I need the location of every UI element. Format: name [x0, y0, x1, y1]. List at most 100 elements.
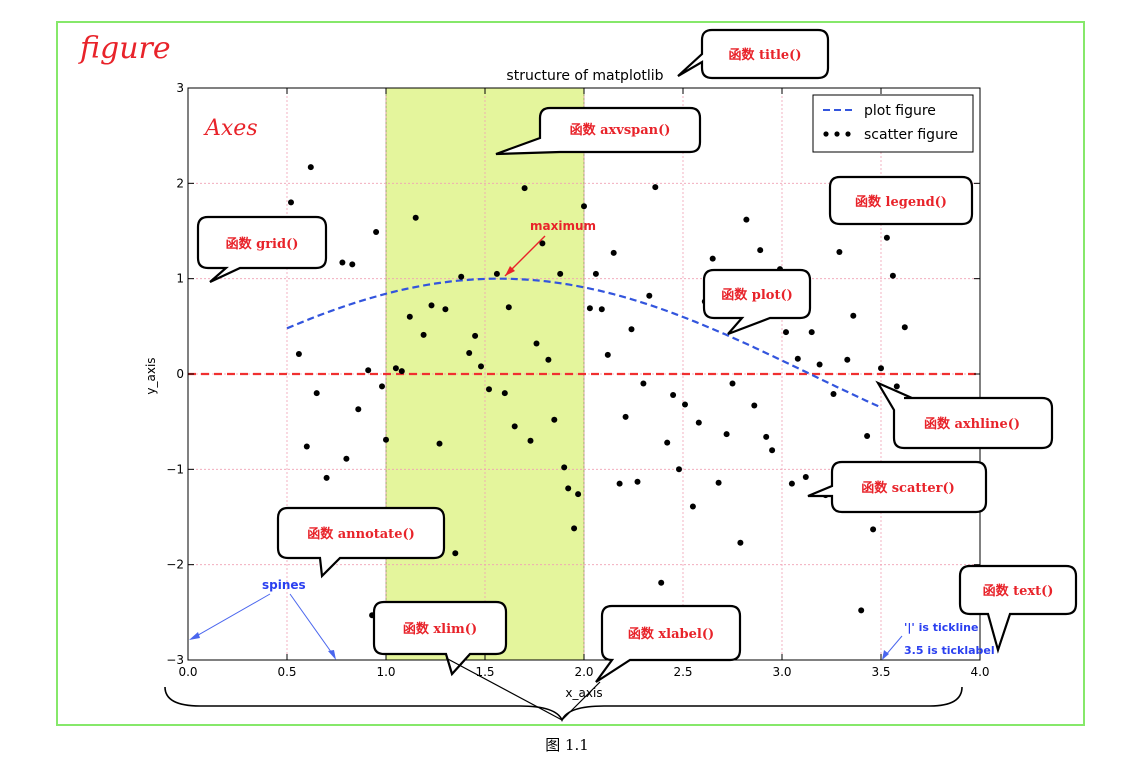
callout-axhline: 函数 axhline()	[875, 380, 1054, 450]
scatter-point	[339, 259, 346, 266]
scatter-point	[472, 332, 479, 339]
x-tick-label: 4.0	[970, 665, 989, 679]
scatter-point	[723, 431, 730, 438]
brace-pointer-xlabel	[561, 681, 601, 721]
scatter-point	[521, 185, 528, 192]
callout-text: 函数 grid()	[226, 236, 299, 252]
spines-arrowhead-left	[189, 632, 200, 640]
callout-text: 函数 xlim()	[403, 621, 477, 637]
scatter-point	[604, 351, 611, 358]
callout-bubble	[828, 175, 974, 226]
y-tick-label: −3	[166, 653, 184, 667]
callout-text: 函数 legend()	[855, 194, 947, 210]
y-axis-label: y_axis	[144, 357, 158, 394]
brace-pointer-xlim	[445, 657, 563, 721]
x-tick-label: 3.5	[871, 665, 890, 679]
scatter-point	[652, 184, 659, 191]
callout-text: 函数 title()	[729, 47, 802, 63]
scatter-point	[883, 234, 890, 241]
x-tick-label: 2.0	[574, 665, 593, 679]
callout-text: 函数 axvspan()	[570, 122, 671, 138]
scatter-point	[442, 306, 449, 313]
figure-label: figure	[78, 31, 171, 66]
y-tick-label: 2	[176, 176, 184, 190]
scatter-point	[365, 367, 372, 374]
scatter-point	[709, 255, 716, 262]
scatter-point	[466, 350, 473, 356]
callout-bubble	[958, 564, 1078, 654]
scatter-point	[551, 416, 558, 423]
scatter-point	[392, 365, 399, 372]
scatter-point	[406, 313, 413, 320]
callout-text: 函数 text()	[983, 583, 1054, 599]
figure-caption: 图 1.1	[545, 736, 589, 754]
legend-label-plot: plot figure	[864, 103, 936, 119]
scatter-point	[493, 270, 500, 277]
scatter-point	[628, 326, 635, 333]
spines-arrow-right	[289, 593, 335, 657]
callout-grid: 函数 grid()	[196, 215, 328, 283]
scatter-point	[598, 306, 605, 313]
scatter-point	[383, 436, 389, 443]
scatter-point	[757, 247, 764, 254]
scatter-point	[743, 216, 750, 223]
x-tick-label: 0.5	[277, 665, 296, 679]
annotation-arrowhead	[505, 266, 515, 276]
y-tick-label: −1	[166, 462, 184, 476]
scatter-point	[695, 419, 702, 426]
scatter-point	[323, 474, 330, 481]
scatter-point	[715, 479, 722, 486]
scatter-point	[581, 203, 587, 210]
scatter-point	[313, 390, 320, 397]
scatter-point	[836, 249, 843, 255]
scatter-point	[355, 406, 362, 413]
legend-label-scatter: scatter figure	[864, 127, 958, 143]
scatter-point	[478, 363, 484, 370]
scatter-point	[664, 439, 671, 446]
scatter-point	[893, 383, 900, 390]
scatter-point	[676, 466, 682, 473]
scatter-point	[398, 368, 405, 375]
legend-dot-marker	[834, 131, 840, 137]
callout-bubble	[372, 600, 508, 677]
scatter-point	[808, 329, 815, 336]
callout-xlabel: 函数 xlabel()	[595, 604, 742, 683]
scatter-point	[622, 413, 629, 420]
legend-dot-marker	[845, 131, 851, 137]
callout-text: 函数 text()	[958, 564, 1078, 654]
scatter-point	[844, 356, 851, 363]
scatter-point	[889, 272, 896, 279]
callout-text: 函数 xlabel()	[628, 626, 714, 642]
scatter-point	[878, 365, 884, 372]
callout-legend: 函数 legend()	[828, 175, 974, 226]
scatter-point	[763, 433, 770, 440]
scatter-point	[458, 273, 465, 280]
scatter-point	[295, 351, 302, 357]
callout-bubble	[276, 506, 446, 579]
spines-arrowhead-right	[328, 650, 336, 660]
scatter-point	[658, 579, 665, 586]
scatter-point	[349, 261, 356, 268]
callout-plot: 函数 plot()	[702, 268, 812, 336]
scatter-point	[870, 526, 877, 533]
callout-axvspan: 函数 axvspan()	[495, 106, 702, 156]
scatter-point	[794, 355, 801, 362]
scatter-point	[533, 340, 540, 347]
scatter-point	[452, 550, 459, 557]
callout-bubble	[702, 268, 812, 336]
legend: plot figure scatter figure	[812, 94, 974, 153]
scatter-point	[557, 270, 564, 277]
scatter-point	[436, 440, 443, 447]
y-tick-label: 1	[176, 272, 184, 286]
scatter-point	[729, 380, 736, 387]
callout-bubble	[807, 460, 988, 514]
scatter-point	[769, 447, 776, 454]
callout-bubble	[595, 604, 742, 683]
scatter-point	[511, 423, 518, 430]
y-tick-label: −2	[166, 558, 184, 572]
scatter-point	[616, 480, 623, 487]
legend-box	[812, 94, 974, 153]
scatter-point	[737, 539, 744, 546]
plot-line	[286, 277, 882, 409]
